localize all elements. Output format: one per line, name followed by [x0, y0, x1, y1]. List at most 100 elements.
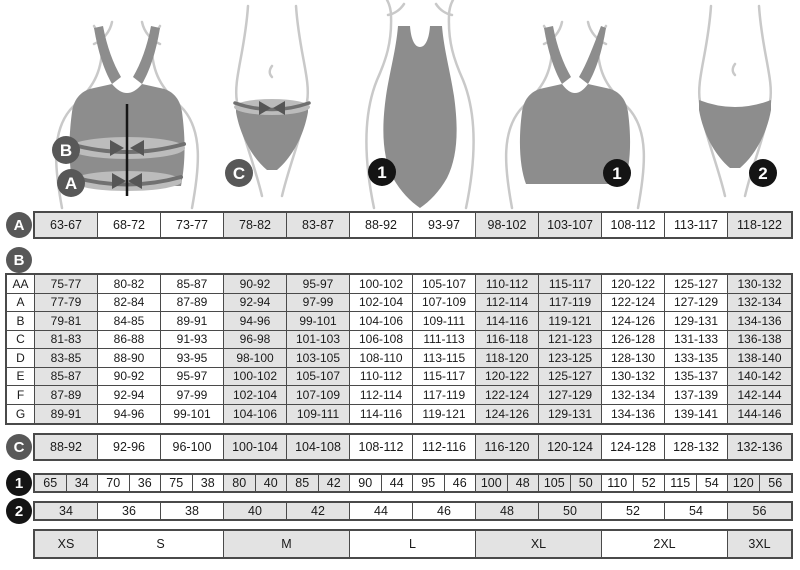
table-cell: 92-94: [224, 293, 287, 312]
svg-text:1: 1: [612, 164, 621, 183]
table-cell: 124-126: [476, 404, 539, 423]
table-cell: 52: [602, 503, 665, 519]
table-cell: 99-101: [287, 312, 350, 331]
table-cell: 111-113: [413, 330, 476, 349]
table-cell: 138-140: [728, 349, 791, 368]
table-cell: 46: [413, 503, 476, 519]
table-cell: 44: [350, 503, 413, 519]
table-cell: 85: [287, 475, 319, 491]
figure-badge-1-bra: 1: [603, 159, 631, 187]
table-cell: 116-118: [476, 330, 539, 349]
table-cell: 90-92: [98, 367, 161, 386]
size-cell: S: [98, 531, 224, 557]
intl-size-row: XS S M L XL 2XL 3XL: [33, 529, 793, 559]
table-cell: 96-100: [161, 435, 224, 459]
table-cell: 42: [318, 475, 350, 491]
table-cell: 108-112: [350, 435, 413, 459]
table-cell: 105: [539, 475, 571, 491]
table-cell: 123-125: [539, 349, 602, 368]
table-cell: 121-123: [539, 330, 602, 349]
table-cell: 50: [570, 475, 602, 491]
table-cell: 84-85: [98, 312, 161, 331]
table-cell: 142-144: [728, 386, 791, 405]
figure-badge-b: B: [52, 136, 80, 164]
bra-size-row: 65 34 70 36 75 38 80 40 85 42 90 44 95 46 100 48 105 50 11…: [33, 473, 793, 493]
table-cell: 108-112: [602, 213, 665, 237]
svg-text:1: 1: [377, 163, 386, 182]
table-cell: 98-102: [476, 213, 539, 237]
hip-measure-band: [234, 99, 310, 115]
row-badge-a: A: [6, 212, 32, 238]
table-cell: 128-130: [602, 349, 665, 368]
table-cell: 106-108: [350, 330, 413, 349]
cup-label: D: [7, 349, 35, 368]
table-cell: 90-92: [224, 275, 287, 294]
table-cell: 124-126: [602, 312, 665, 331]
table-cell: 104-106: [224, 404, 287, 423]
svg-text:A: A: [65, 174, 77, 193]
table-cell: 127-129: [539, 386, 602, 405]
table-cell: 87-89: [161, 293, 224, 312]
table-cell: 122-124: [602, 293, 665, 312]
size-cell: 2XL: [602, 531, 728, 557]
row-badge-c: C: [6, 434, 32, 460]
table-cell: 100: [476, 475, 508, 491]
table-cell: 130-132: [728, 275, 791, 294]
table-cell: 110-112: [350, 367, 413, 386]
table-cell: 110: [602, 475, 634, 491]
table-cell: 105-107: [413, 275, 476, 294]
cup-label: A: [7, 293, 35, 312]
table-cell: 48: [507, 475, 539, 491]
table-cell: 140-142: [728, 367, 791, 386]
table-cell: 97-99: [287, 293, 350, 312]
size-cell: M: [224, 531, 350, 557]
table-cell: 81-83: [35, 330, 98, 349]
cup-label: G: [7, 404, 35, 423]
table-cell: 125-127: [539, 367, 602, 386]
table-cell: 85-87: [35, 367, 98, 386]
cup-label: B: [7, 312, 35, 331]
table-cell: 132-136: [728, 435, 791, 459]
table-cell: 103-107: [539, 213, 602, 237]
table-cell: 119-121: [539, 312, 602, 331]
table-cell: 92-94: [98, 386, 161, 405]
table-cell: 118-122: [728, 213, 791, 237]
table-cell: 114-116: [476, 312, 539, 331]
table-cell: 90: [350, 475, 382, 491]
table-cell: 113-117: [665, 213, 728, 237]
table-cell: 115-117: [539, 275, 602, 294]
cup-label: E: [7, 367, 35, 386]
hips-row: 88-92 92-96 96-100 100-104 104-108 108-112 112…: [33, 433, 793, 461]
table-cell: 99-101: [161, 404, 224, 423]
table-cell: 88-90: [98, 349, 161, 368]
table-cell: 34: [66, 475, 98, 491]
table-cell: 83-87: [287, 213, 350, 237]
cup-label: AA: [7, 275, 35, 294]
table-cell: 46: [444, 475, 476, 491]
table-cell: 109-111: [287, 404, 350, 423]
table-cell: 134-136: [728, 312, 791, 331]
table-cell: 112-114: [350, 386, 413, 405]
table-cell: 102-104: [224, 386, 287, 405]
table-cell: 92-96: [98, 435, 161, 459]
table-cell: 120-122: [476, 367, 539, 386]
table-cell: 130-132: [602, 367, 665, 386]
table-cell: 40: [255, 475, 287, 491]
table-cell: 56: [759, 475, 791, 491]
table-cell: 48: [476, 503, 539, 519]
table-cell: 126-128: [602, 330, 665, 349]
table-cell: 73-77: [161, 213, 224, 237]
table-cell: 50: [539, 503, 602, 519]
table-cell: 104-106: [350, 312, 413, 331]
table-cell: 94-96: [98, 404, 161, 423]
table-cell: 109-111: [413, 312, 476, 331]
table-cell: 129-131: [539, 404, 602, 423]
row-badge-c-label: C: [13, 438, 25, 456]
bust-grid: AA 75-77 80-82 85-87 90-92 95-97 100-102 105-10…: [5, 273, 793, 425]
table-cell: 105-107: [287, 367, 350, 386]
cup-label: C: [7, 330, 35, 349]
table-cell: 103-105: [287, 349, 350, 368]
table-cell: 85-87: [161, 275, 224, 294]
figure-hips-measurement: C: [225, 4, 311, 198]
